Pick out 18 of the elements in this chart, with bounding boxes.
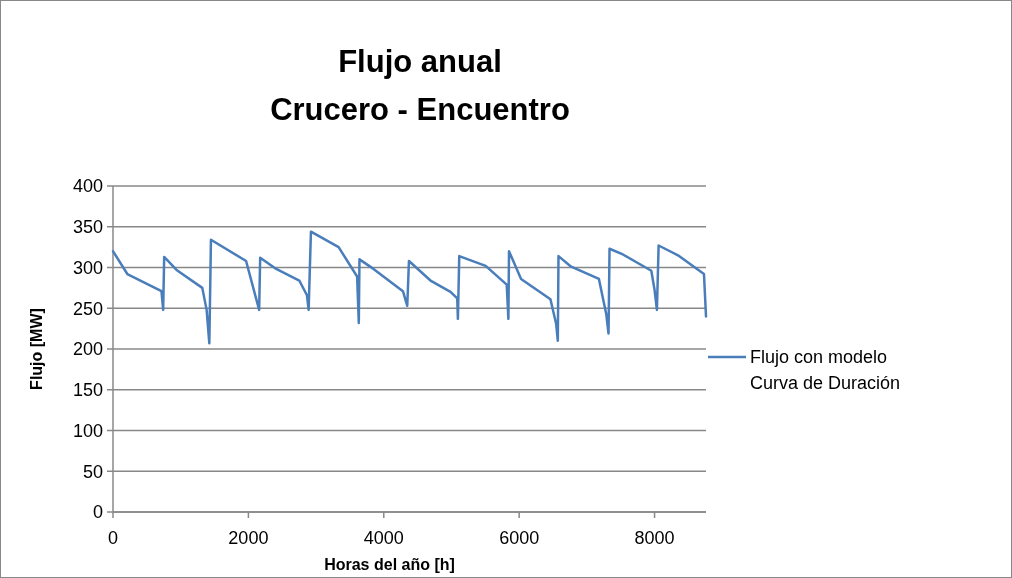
y-tick-label: 200 (72, 339, 103, 360)
y-tick-label: 100 (72, 420, 103, 441)
x-axis-title: Horas del año [h] (324, 556, 455, 573)
y-tick-label: 0 (92, 502, 103, 523)
y-axis-title: Flujo [MW] (28, 308, 45, 390)
chart-title: Flujo anual Crucero - Encuentro (270, 44, 570, 127)
x-tick-label: 2000 (228, 528, 269, 548)
y-tick-label: 400 (72, 176, 103, 197)
y-tick-label: 250 (72, 298, 103, 319)
y-tick-label: 50 (82, 461, 103, 482)
y-tick-label: 300 (72, 257, 103, 278)
x-tick-label: 0 (107, 528, 119, 548)
x-tick-label: 6000 (499, 528, 540, 548)
y-tick-label: 150 (72, 380, 103, 401)
legend-label: Flujo con modelo Curva de Duración (750, 347, 901, 394)
x-tick-label: 8000 (634, 528, 675, 548)
x-tick-label: 4000 (363, 528, 404, 548)
y-tick-label: 350 (72, 217, 103, 238)
